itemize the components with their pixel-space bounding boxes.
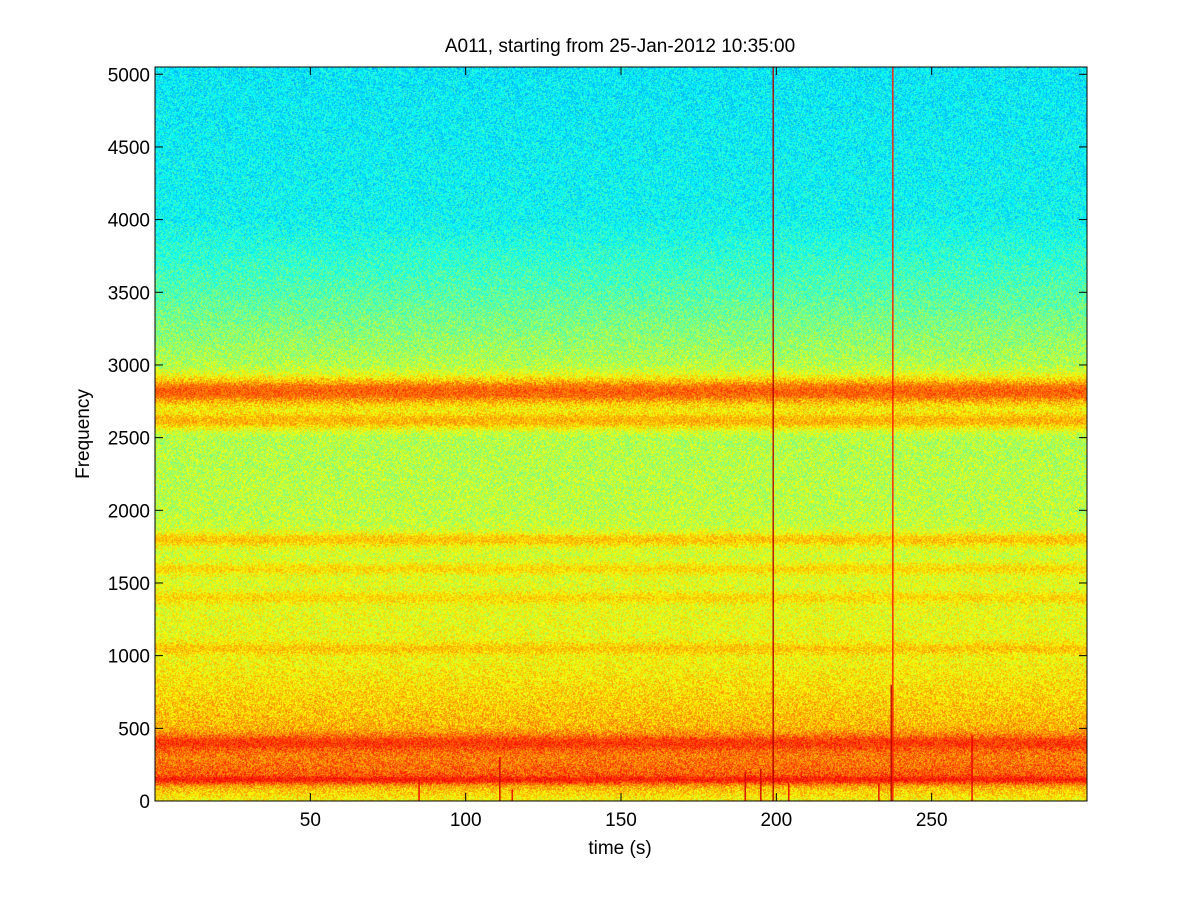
horizontal-band: [155, 645, 1087, 652]
chart-title: A011, starting from 25-Jan-2012 10:35:00: [445, 36, 795, 57]
x-tick-label: 200: [760, 810, 792, 831]
x-tick-label: 50: [300, 810, 321, 831]
horizontal-band: [155, 384, 1087, 398]
x-axis-label: time (s): [588, 838, 651, 859]
y-tick-label: 2500: [108, 429, 150, 450]
x-tick-label: 150: [605, 810, 637, 831]
spectrogram-image: [155, 67, 1087, 801]
y-tick-label: 1000: [108, 647, 150, 668]
horizontal-band: [155, 594, 1087, 601]
y-tick-label: 3500: [108, 283, 150, 304]
y-tick-label: 500: [118, 719, 150, 740]
y-axis-label: Frequency: [73, 389, 94, 479]
plot-area: [155, 67, 1087, 801]
horizontal-band: [155, 777, 1087, 782]
x-tick-label: 100: [450, 810, 482, 831]
y-tick-label: 0: [139, 792, 150, 813]
x-tick-label: 250: [916, 810, 948, 831]
horizontal-band: [155, 738, 1087, 748]
horizontal-band: [155, 415, 1087, 425]
y-tick-label: 3000: [108, 356, 150, 377]
y-tick-label: 4000: [108, 211, 150, 232]
horizontal-band: [155, 565, 1087, 572]
y-tick-label: 2000: [108, 501, 150, 522]
y-tick-label: 1500: [108, 574, 150, 595]
horizontal-band: [155, 535, 1087, 544]
y-tick-label: 5000: [108, 65, 150, 86]
y-tick-label: 4500: [108, 138, 150, 159]
axes: 50 100 150 200 25005001000150020002500300035…: [108, 65, 1088, 831]
